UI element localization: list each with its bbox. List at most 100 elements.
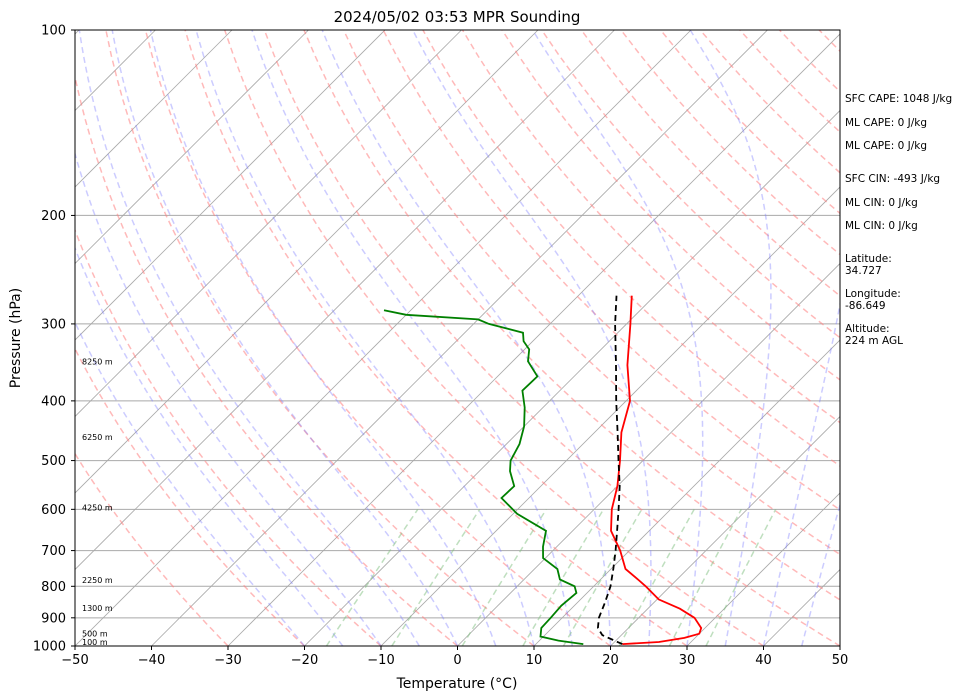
sounding-info-line: 34.727 <box>845 265 882 277</box>
sounding-info-line: Altitude: <box>845 323 890 335</box>
dry-adiabat <box>580 30 840 297</box>
x-tick-label: 20 <box>602 653 619 668</box>
temperature-line <box>610 295 703 645</box>
dry-adiabat <box>105 30 535 646</box>
y-ticks: 1000 900 800 700 600 500 400 300 200 100 <box>33 24 75 655</box>
y-tick-label: 1000 <box>33 640 66 655</box>
dry-adiabat <box>382 30 840 511</box>
y-tick-label: 100 <box>41 24 66 39</box>
isotherm-line <box>75 30 615 571</box>
isotherm-line <box>533 339 840 646</box>
mixing-ratio-line <box>461 508 547 646</box>
y-tick-label: 800 <box>41 580 66 595</box>
x-tick-label: 0 <box>453 653 461 668</box>
x-tick-label: 10 <box>526 653 543 668</box>
isotherm-line <box>75 30 309 265</box>
height-label: 2250 m <box>82 576 113 585</box>
parcel-path-line <box>596 295 623 645</box>
x-tick-label: 50 <box>832 653 849 668</box>
plot-frame <box>74 29 841 647</box>
moist-adiabat <box>149 30 497 646</box>
mixing-ratio-line <box>325 508 419 646</box>
y-tick-label: 400 <box>41 394 66 409</box>
mixing-ratio-line <box>391 508 481 646</box>
height-label: 500 m <box>82 630 108 639</box>
moist-adiabat <box>801 502 840 646</box>
sounding-info-line: SFC CAPE: 1048 J/kg <box>845 93 952 105</box>
mixing-ratio-line <box>705 508 777 646</box>
sounding-info-line: 224 m AGL <box>845 335 903 347</box>
x-tick-label: −50 <box>61 653 88 668</box>
moist-adiabat <box>532 30 704 646</box>
moist-adiabat <box>412 30 652 646</box>
sounding-info-line: Longitude: <box>845 288 901 300</box>
isotherm-line <box>75 30 462 418</box>
isotherm-line <box>227 33 840 646</box>
y-tick-label: 700 <box>41 544 66 559</box>
height-label: 4250 m <box>82 504 113 513</box>
series-layer <box>383 295 703 645</box>
isotherm-line <box>75 30 386 341</box>
dewpoint-line <box>383 309 584 645</box>
height-label: 100 m <box>82 638 108 647</box>
dry-adiabat <box>75 452 229 646</box>
sounding-info-line: ML CIN: 0 J/kg <box>845 220 918 232</box>
x-tick-label: 30 <box>679 653 696 668</box>
chart-title: 2024/05/02 03:53 MPR Sounding <box>334 8 581 26</box>
isotherm-line <box>75 30 539 494</box>
mixing-ratio-line <box>562 508 643 646</box>
dry-adiabat <box>223 30 764 646</box>
moist-adiabat <box>75 151 382 646</box>
moist-adiabat <box>762 300 840 646</box>
mixing-ratio-line <box>618 508 695 646</box>
sounding-info-line: ML CAPE: 0 J/kg <box>845 117 927 129</box>
isotherm-line <box>75 30 692 646</box>
dry-adiabat <box>422 30 840 467</box>
dry-adiabat <box>184 30 688 646</box>
height-label: 1300 m <box>82 604 113 613</box>
y-tick-label: 200 <box>41 209 66 224</box>
y-axis-label: Pressure (hPa) <box>8 288 24 388</box>
dry-adiabat <box>75 73 458 646</box>
y-tick-label: 600 <box>41 503 66 518</box>
isotherm-line <box>75 30 233 188</box>
isotherm-line <box>457 262 840 646</box>
height-label: 8250 m <box>82 357 113 366</box>
moist-adiabat <box>78 30 420 646</box>
dry-adiabat <box>75 228 382 646</box>
height-label: 6250 m <box>82 433 113 442</box>
isotherm-line <box>380 186 840 646</box>
dry-adiabat <box>303 30 840 601</box>
sounding-info: SFC CAPE: 1048 J/kg ML CAPE: 0 J/kg ML CAP… <box>845 93 952 347</box>
isotherm-line <box>686 492 840 646</box>
x-ticks: −50 −40 −30 −20 −10 0 10 20 30 40 50 <box>61 646 848 668</box>
dry-adiabat <box>263 30 840 646</box>
y-tick-label: 300 <box>41 317 66 332</box>
isotherm-line <box>610 415 840 646</box>
mixing-ratio-line <box>668 508 742 646</box>
y-tick-label: 500 <box>41 454 66 469</box>
moist-adiabat <box>111 30 459 646</box>
x-tick-label: −30 <box>214 653 241 668</box>
sounding-info-line: Latitude: <box>845 253 892 265</box>
isotherm-line <box>0 30 3 646</box>
isotherm-line <box>304 109 840 646</box>
sounding-info-line: SFC CIN: -493 J/kg <box>845 173 940 185</box>
x-tick-label: −20 <box>291 653 318 668</box>
x-tick-label: 40 <box>755 653 772 668</box>
isotherm-line <box>151 30 768 646</box>
dry-adiabat <box>144 30 611 646</box>
moist-adiabat <box>195 30 535 646</box>
y-tick-label: 900 <box>41 611 66 626</box>
sounding-info-line: ML CIN: 0 J/kg <box>845 197 918 209</box>
moist-adiabat <box>689 30 772 646</box>
sounding-info-line: ML CAPE: 0 J/kg <box>845 140 927 152</box>
moist-adiabat <box>75 246 344 646</box>
x-tick-label: −10 <box>367 653 394 668</box>
dry-adiabat <box>75 347 306 646</box>
x-tick-label: −40 <box>138 653 165 668</box>
sounding-info-line: -86.649 <box>845 300 886 312</box>
mixing-ratio-line <box>522 508 605 646</box>
